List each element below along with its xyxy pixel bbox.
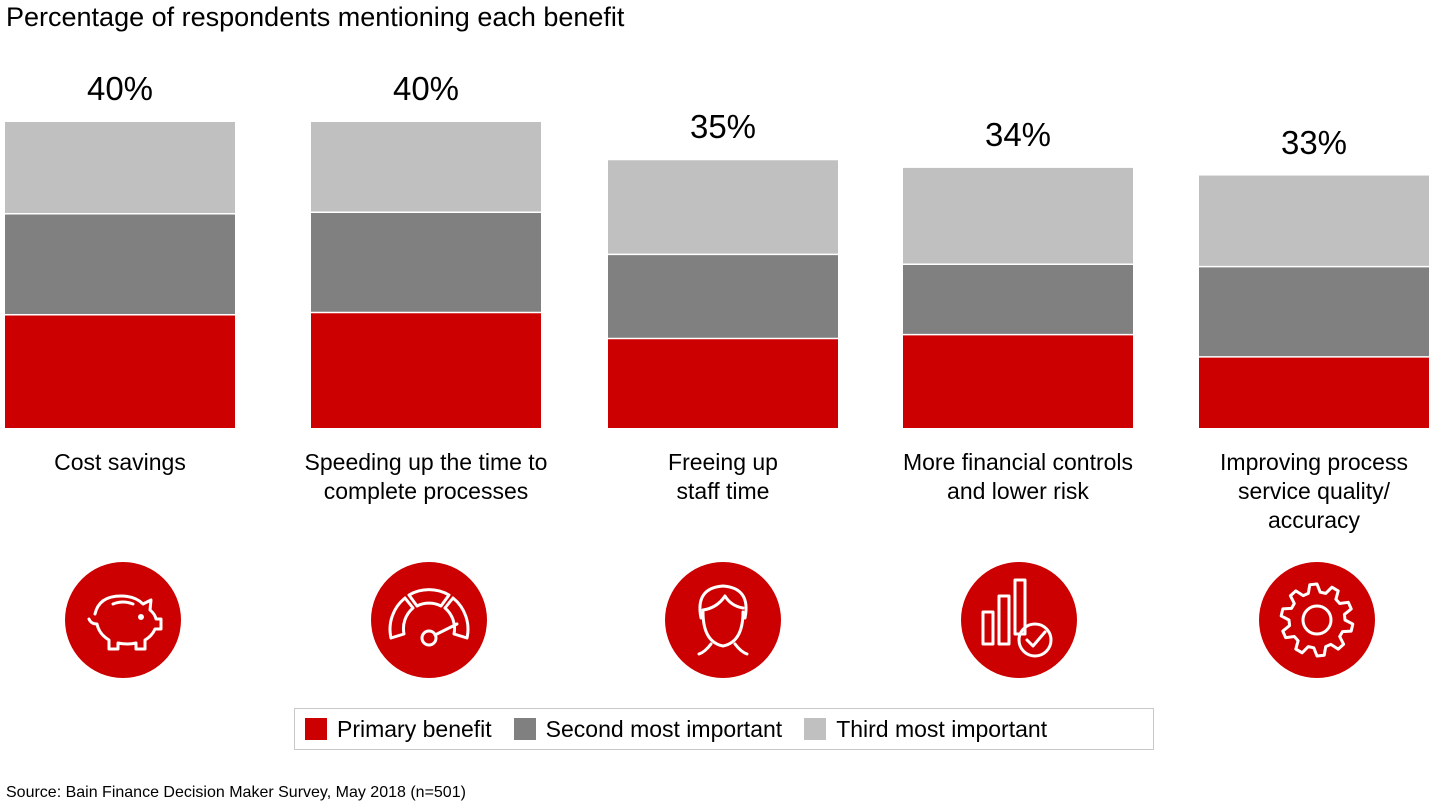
bar-segment-primary-3 (608, 338, 838, 428)
total-label-3: 35% (689, 108, 757, 146)
stacked-bar-chart (5, 122, 1429, 428)
piggy-bank-icon (65, 562, 181, 678)
legend-item-third: Third most important (804, 716, 1047, 743)
bar-segment-third-2 (311, 122, 541, 213)
total-label-2: 40% (392, 70, 460, 107)
speedometer-icon (371, 562, 487, 678)
legend-swatch-primary (305, 718, 327, 740)
total-label-5: 33% (1280, 123, 1348, 161)
bar-segment-third-4 (903, 167, 1133, 265)
bar-segment-third-5 (1199, 175, 1429, 267)
bar-segment-primary-5 (1199, 356, 1429, 428)
bar-segment-third-3 (608, 160, 838, 255)
legend-item-second: Second most important (513, 715, 783, 743)
legend-swatch-second (513, 718, 536, 740)
person-icon (665, 562, 781, 678)
bar-segment-primary-2 (311, 312, 541, 428)
legend-swatch-third (804, 718, 827, 740)
category-label-2: Speeding up the time to complete processe… (304, 449, 548, 504)
source-note: Source: Bain Finance Decision Maker Surv… (6, 784, 466, 801)
category-label-4: More financial controls and lower risk (902, 449, 1134, 504)
bar-segment-second-5 (1199, 266, 1429, 357)
bar-segment-primary-1 (5, 314, 235, 428)
category-label-5: Improving process service quality/accurac… (1220, 449, 1408, 533)
chart-title: Percentage of respondents mentioning eac… (6, 2, 625, 32)
legend-label-second: Second most important (545, 715, 783, 742)
bar-segment-second-3 (608, 254, 838, 339)
bar-segment-third-1 (5, 122, 235, 214)
total-label-4: 34% (984, 115, 1052, 153)
legend-label-primary: Primary benefit (337, 715, 492, 742)
legend: Primary benefit Second most important Th… (294, 708, 1154, 750)
legend-label-third: Third most important (836, 715, 1048, 742)
category-label-3: Freeing up staff time (668, 449, 778, 504)
total-label-1: 40% (86, 70, 154, 107)
category-label-1: Cost savings (54, 449, 186, 475)
bar-segment-second-4 (903, 264, 1133, 335)
bar-segment-primary-4 (903, 334, 1133, 428)
bar-segment-second-1 (5, 213, 235, 315)
gear-icon (1259, 562, 1375, 678)
bar-segment-second-2 (311, 212, 541, 313)
bar-chart-check-icon (961, 562, 1077, 678)
legend-item-primary: Primary benefit (305, 716, 492, 743)
